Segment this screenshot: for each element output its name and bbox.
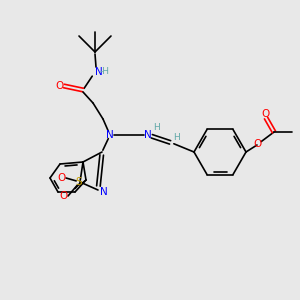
Text: -H: -H [100, 68, 110, 76]
Text: O: O [55, 81, 63, 91]
Text: H: H [172, 134, 179, 142]
Text: O: O [57, 173, 65, 183]
Text: O: O [262, 109, 270, 119]
Text: O: O [254, 139, 262, 149]
Text: S: S [76, 177, 82, 187]
Text: O: O [59, 191, 67, 201]
Text: H: H [153, 124, 159, 133]
Text: N: N [106, 130, 114, 140]
Text: N: N [100, 187, 108, 197]
Text: N: N [144, 130, 152, 140]
Text: N: N [95, 67, 103, 77]
